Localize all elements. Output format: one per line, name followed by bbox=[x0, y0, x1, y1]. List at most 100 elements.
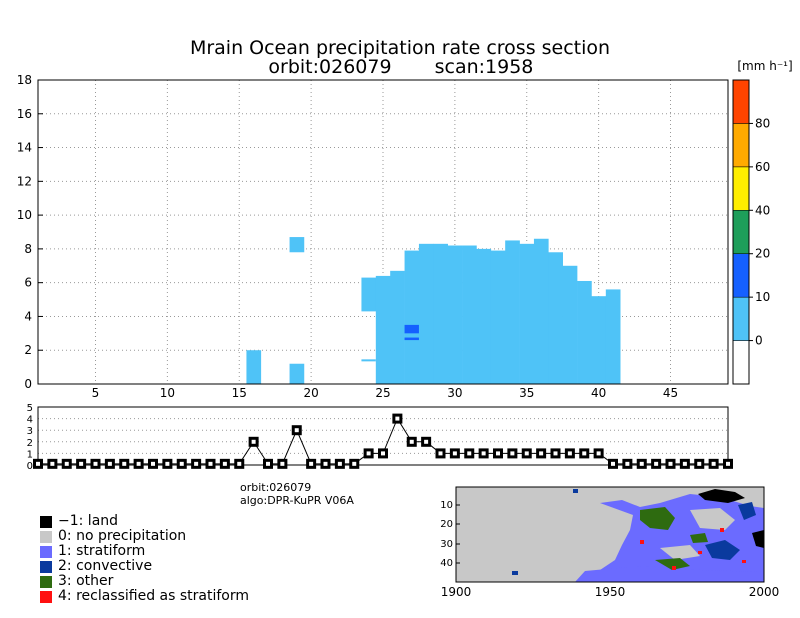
main-xtick-label: 10 bbox=[160, 386, 175, 400]
stratiform-bottom bbox=[575, 566, 764, 582]
type-point-center bbox=[438, 451, 443, 456]
type-ytick-label: 3 bbox=[27, 426, 33, 437]
type-point-center bbox=[625, 461, 630, 466]
precip-column bbox=[361, 277, 377, 312]
main-x-ticks: 5 10 15 20 25 30 35 40 45 bbox=[92, 386, 678, 400]
map-ticks: 1900 1950 2000 10 20 30 40 bbox=[440, 500, 779, 599]
type-point-center bbox=[151, 461, 155, 466]
type-ytick-label: 2 bbox=[27, 438, 33, 449]
legend-label: −1: land bbox=[58, 513, 119, 529]
colorbar-block bbox=[732, 123, 750, 168]
type-points bbox=[33, 413, 733, 469]
reclass-dot-4 bbox=[698, 551, 702, 554]
no-precip-strip bbox=[456, 567, 556, 582]
precip-column bbox=[605, 289, 621, 384]
chart-subtitle-scan: scan:1958 bbox=[435, 56, 534, 78]
type-point-center bbox=[194, 461, 199, 466]
type-legend: −1: land 0: no precipitation 1: stratiform… bbox=[40, 514, 249, 604]
map-ytick-label: 40 bbox=[440, 558, 453, 569]
main-ytick-label: 10 bbox=[17, 208, 32, 222]
colorbar-frame bbox=[732, 79, 750, 385]
type-point-center bbox=[266, 461, 270, 466]
type-point-center bbox=[452, 451, 457, 456]
type-grid bbox=[38, 418, 728, 454]
main-xtick-label: 45 bbox=[663, 386, 678, 400]
type-point-center bbox=[93, 461, 98, 466]
main-ytick-label: 2 bbox=[24, 343, 32, 357]
colorbar-blocks bbox=[732, 79, 753, 385]
type-point-center bbox=[294, 428, 299, 433]
convective-region-1 bbox=[705, 540, 740, 560]
precip-cell-high bbox=[404, 324, 419, 334]
precip-thin-layer bbox=[361, 359, 376, 362]
precip-column bbox=[591, 296, 607, 384]
type-point-center bbox=[697, 461, 702, 466]
main-ytick-label: 12 bbox=[17, 174, 32, 188]
convective-region-2 bbox=[738, 502, 756, 520]
type-ytick-label: 4 bbox=[27, 415, 33, 426]
legend-label: 0: no precipitation bbox=[58, 528, 187, 544]
colorbar-label: 60 bbox=[755, 160, 770, 174]
precip-column bbox=[418, 243, 434, 384]
type-point-center bbox=[510, 451, 515, 456]
land-region-2 bbox=[752, 530, 764, 548]
type-point-center bbox=[467, 451, 472, 456]
main-y-ticks: 0 2 4 6 8 10 12 14 16 18 bbox=[17, 73, 32, 391]
precip-column bbox=[476, 248, 492, 384]
precip-column bbox=[562, 265, 578, 384]
legend-label: 4: reclassified as stratiform bbox=[58, 588, 250, 604]
type-point-center bbox=[237, 461, 242, 466]
map-ytick-label: 30 bbox=[440, 539, 453, 550]
legend-label: 3: other bbox=[58, 573, 114, 589]
legend-item: −1: land bbox=[40, 514, 249, 529]
main-xtick-label: 20 bbox=[303, 386, 318, 400]
precip-column bbox=[390, 270, 405, 384]
convective-dot-2 bbox=[573, 489, 578, 493]
legend-item: 2: convective bbox=[40, 559, 249, 574]
colorbar: [mm h⁻¹] 0 10 20 40 60 80 bbox=[732, 59, 793, 385]
type-point-center bbox=[553, 451, 558, 456]
type-point-center bbox=[222, 461, 227, 466]
convective-dot-1 bbox=[512, 571, 518, 575]
type-point-center bbox=[539, 451, 544, 456]
main-xtick-label: 15 bbox=[232, 386, 247, 400]
type-point-center bbox=[524, 451, 529, 456]
precip-column bbox=[246, 350, 262, 384]
precip-column bbox=[289, 237, 305, 253]
main-ytick-label: 14 bbox=[17, 141, 32, 155]
reclass-dot-3 bbox=[720, 528, 724, 532]
legend-label: 2: convective bbox=[58, 558, 153, 574]
main-ytick-label: 8 bbox=[24, 242, 32, 256]
legend-swatch bbox=[40, 560, 52, 573]
precip-column bbox=[447, 245, 463, 384]
type-point-center bbox=[251, 439, 256, 444]
main-xtick-label: 5 bbox=[92, 386, 100, 400]
metadata-block: orbit:026079 algo:DPR-KuPR V06A bbox=[240, 481, 354, 507]
chart-title: Mrain Ocean precipitation rate cross sec… bbox=[190, 37, 610, 59]
main-frame bbox=[37, 79, 729, 385]
main-ytick-label: 16 bbox=[17, 107, 32, 121]
type-point-center bbox=[424, 439, 429, 444]
meta-algo: algo:DPR-KuPR V06A bbox=[240, 494, 354, 507]
type-point-center bbox=[596, 451, 601, 456]
cross-section-plot: 0 2 4 6 8 10 12 14 16 18 5 10 15 20 25 30 35 40 45 bbox=[17, 73, 729, 400]
main-cells bbox=[246, 237, 621, 384]
main-xtick-label: 25 bbox=[375, 386, 390, 400]
map-xtick-label: 1900 bbox=[441, 585, 472, 599]
reclass-dot-2 bbox=[672, 566, 676, 570]
precip-column bbox=[433, 243, 448, 384]
colorbar-label: 10 bbox=[755, 290, 770, 304]
land-region-1 bbox=[698, 489, 745, 503]
colorbar-label: 0 bbox=[755, 334, 763, 348]
colorbar-block bbox=[732, 166, 750, 211]
precip-column bbox=[577, 280, 592, 384]
type-point-center bbox=[107, 461, 112, 466]
type-point-center bbox=[654, 461, 659, 466]
map-xtick-label: 1950 bbox=[595, 585, 626, 599]
type-point-center bbox=[323, 461, 328, 466]
type-point-center bbox=[309, 461, 314, 466]
type-point-center bbox=[682, 461, 687, 466]
legend-swatch bbox=[40, 530, 52, 543]
